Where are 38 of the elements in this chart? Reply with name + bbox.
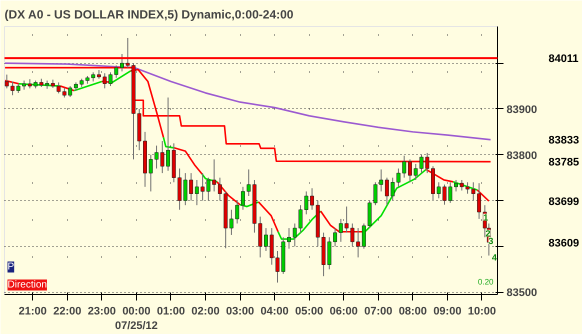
x-tick-label: 02:00 — [191, 306, 220, 318]
y-tick-label: 83800 — [506, 150, 538, 162]
x-tick-label: 10:00 — [468, 306, 496, 318]
candlestick — [373, 182, 378, 206]
candlestick — [154, 145, 159, 170]
x-tick-label: 06:00 — [330, 306, 358, 318]
x-tick-label: 00:00 07/25/12 — [114, 306, 158, 332]
x-tick-label: 09:00 — [433, 306, 462, 318]
x-tick-label: 22:00 — [53, 306, 82, 318]
x-tick-label: 03:00 — [226, 306, 254, 318]
chart-title: (DX A0 - US DOLLAR INDEX,5) Dynamic,0:00-24:00 — [4, 8, 294, 22]
candlestick — [4, 74, 9, 89]
x-tick-label: 08:00 — [398, 306, 427, 318]
x-tick-label: 05:00 — [295, 306, 324, 318]
annotation: 0.20 — [478, 278, 494, 286]
x-tick-label: 04:00 — [260, 306, 289, 318]
candlestick — [56, 82, 61, 94]
annotation: 4 — [492, 252, 497, 263]
candlestick — [10, 80, 15, 96]
candlestick — [396, 168, 400, 188]
y2-tick-label: 84011 — [548, 53, 578, 66]
x-tick-label: 21:00 — [18, 306, 47, 318]
annotation: 2 — [486, 228, 491, 239]
candlestick — [379, 168, 384, 192]
y2-tick-label: 83785 — [548, 156, 580, 169]
x-tick-label: 07:00 — [364, 306, 392, 318]
annotation: Direction — [8, 280, 47, 290]
annotation: P — [8, 262, 14, 272]
y2-tick-label: 83609 — [548, 237, 580, 250]
y2-tick-label: 83699 — [548, 196, 580, 208]
y-tick-label: 83500 — [506, 287, 538, 300]
y-tick-label: 83900 — [506, 104, 538, 116]
x-tick-label: 01:00 — [156, 306, 186, 318]
annotation: 3 — [488, 236, 494, 246]
x-tick-label: 23:00 — [88, 306, 116, 318]
annotation: 1 — [483, 212, 488, 223]
y2-tick-label: 83833 — [548, 134, 580, 147]
line-series — [174, 147, 203, 175]
